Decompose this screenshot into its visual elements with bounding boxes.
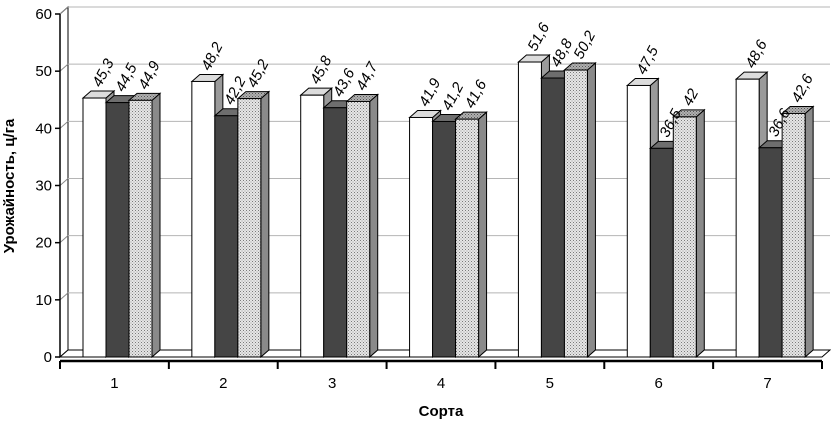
x-tick-label: 5 — [546, 375, 554, 392]
x-tick-label: 6 — [655, 375, 663, 392]
bar-front — [237, 98, 262, 358]
data-label: 48,2 — [198, 39, 227, 73]
data-label: 48,6 — [742, 37, 771, 71]
x-tick-label: 4 — [437, 375, 445, 392]
y-tick-label: 20 — [35, 235, 52, 252]
y-tick-label: 30 — [35, 178, 52, 195]
bar — [454, 111, 488, 359]
bar-front — [758, 147, 783, 358]
x-axis-title: Сорта — [419, 403, 464, 420]
bar-front — [563, 69, 588, 358]
bar-front — [455, 118, 480, 358]
data-label: 47,5 — [633, 43, 662, 77]
gridline-depth — [59, 292, 69, 301]
bar-side — [478, 111, 488, 359]
y-tick-label: 10 — [35, 292, 52, 309]
bar-side — [260, 90, 270, 359]
gridline-depth — [59, 6, 69, 15]
bars — [81, 53, 815, 359]
bar-front — [540, 77, 565, 358]
gridline-depth — [59, 120, 69, 129]
bar-side — [586, 61, 596, 359]
data-label: 45,2 — [244, 56, 273, 90]
bar-front — [409, 116, 434, 358]
bar-side — [369, 93, 379, 359]
bar-front — [191, 80, 216, 358]
y-tick-label: 40 — [35, 120, 52, 137]
y-tick-label: 60 — [35, 6, 52, 23]
data-label: 51,6 — [524, 20, 553, 54]
bar-front — [781, 112, 806, 358]
bar-front — [128, 99, 153, 358]
data-label: 42 — [679, 85, 702, 108]
bar — [345, 93, 380, 359]
bar-side — [804, 105, 814, 359]
bar-front — [735, 78, 760, 358]
data-label: 44,9 — [135, 58, 164, 92]
bar — [236, 90, 271, 359]
axes: 0 10 20 30 40 50 60 1 2 3 4 5 6 7 — [35, 6, 823, 392]
bar — [563, 61, 597, 359]
bar-front — [626, 84, 651, 358]
gridline-depth — [59, 235, 69, 244]
bar-front — [82, 97, 107, 358]
bar-front — [432, 120, 457, 358]
bar — [780, 105, 815, 359]
x-tick-label: 2 — [219, 375, 227, 392]
bar-front — [323, 107, 348, 358]
bar-side — [151, 92, 161, 359]
x-tick-label: 7 — [763, 375, 771, 392]
bar-front — [649, 147, 674, 358]
bar — [127, 92, 162, 359]
x-tick-label: 3 — [328, 375, 336, 392]
bar — [671, 108, 706, 359]
data-label: 50,2 — [570, 28, 599, 62]
data-label: 41,6 — [462, 77, 491, 111]
gridline-depth — [59, 63, 69, 72]
y-tick-label: 0 — [44, 349, 52, 366]
bar-front — [672, 116, 697, 358]
bar-front — [300, 94, 325, 358]
bar-front — [346, 100, 371, 358]
y-tick-label: 50 — [35, 63, 52, 80]
data-label: 42,6 — [788, 71, 817, 105]
y-axis-title: Урожайность, ц/га — [1, 118, 18, 253]
gridline-depth — [59, 178, 69, 186]
data-label: 45,8 — [307, 53, 336, 87]
bar-front — [214, 115, 239, 358]
x-tick-label: 1 — [110, 375, 118, 392]
bar-front — [517, 61, 542, 358]
bar-front — [105, 102, 130, 358]
bar-side — [695, 108, 705, 359]
